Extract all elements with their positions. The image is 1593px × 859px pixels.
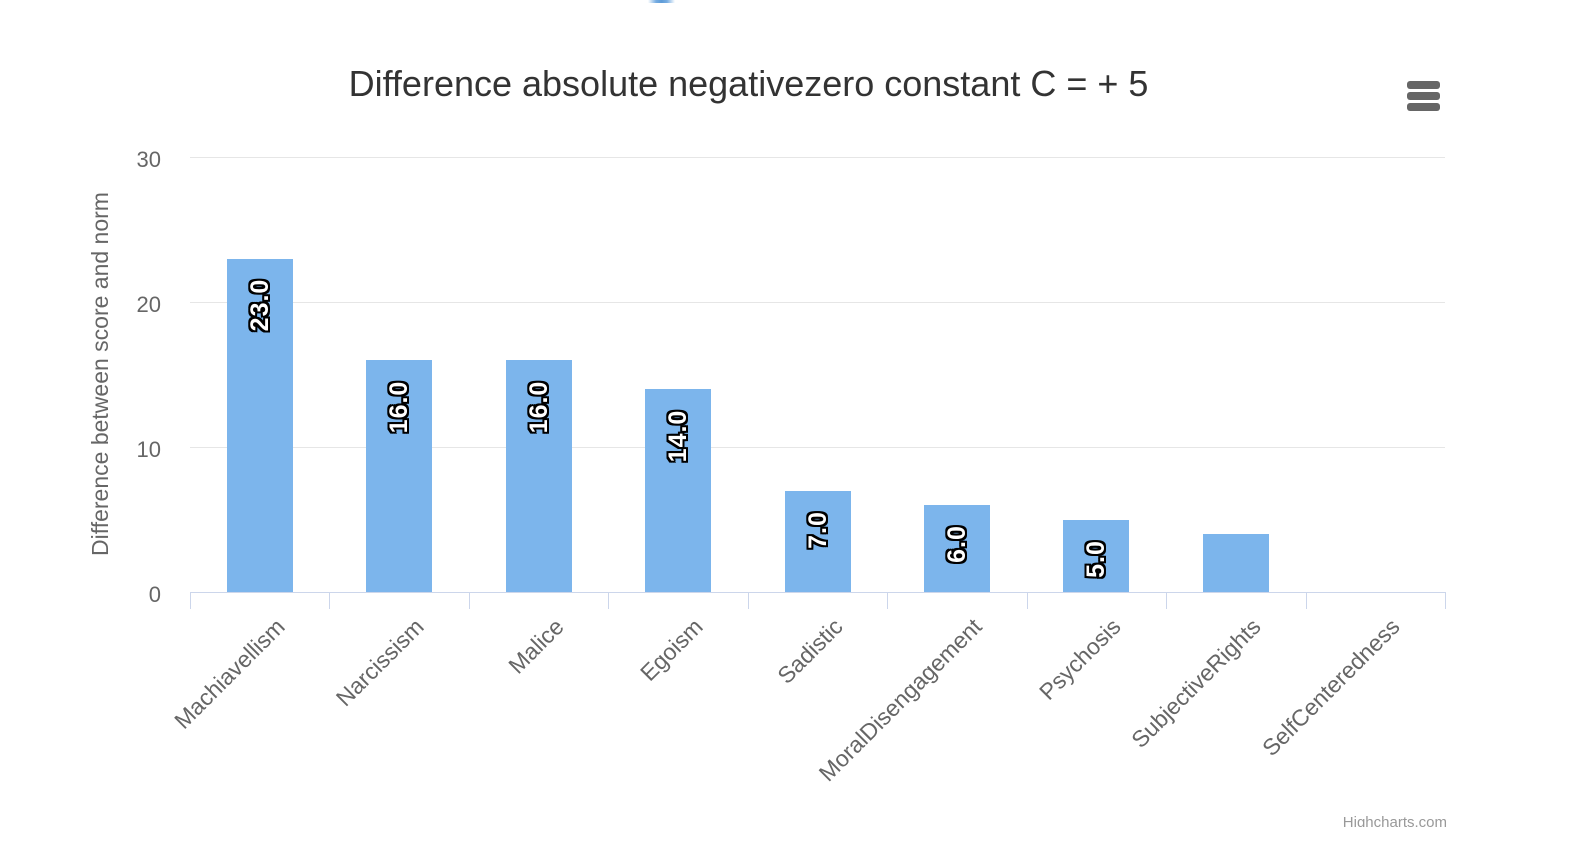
axis-tick xyxy=(608,593,610,609)
column-bar[interactable] xyxy=(226,258,293,592)
bar-data-label: 23.0 xyxy=(245,278,274,332)
grid-line xyxy=(190,156,1445,158)
axis-tick xyxy=(747,593,749,609)
axis-tick xyxy=(468,593,470,609)
highcharts-credit[interactable]: Highcharts.com xyxy=(1342,814,1447,827)
column-bar[interactable] xyxy=(366,360,433,592)
column-bar[interactable] xyxy=(784,490,851,592)
axis-tick xyxy=(1305,593,1307,609)
column-bar[interactable] xyxy=(1202,534,1269,592)
x-axis-label: Narcissism xyxy=(330,613,429,712)
column-bar[interactable] xyxy=(505,360,572,592)
grid-line xyxy=(190,446,1445,448)
grid-line xyxy=(190,301,1445,303)
bar-data-label: 16.0 xyxy=(524,380,553,433)
y-axis-label: 10 xyxy=(136,437,161,462)
column-bar[interactable] xyxy=(923,505,990,592)
x-axis-label: Egoism xyxy=(635,613,708,686)
x-axis-label: MoralDisengagement xyxy=(813,613,987,787)
bar-data-label: 7.0 xyxy=(803,510,832,549)
axis-tick xyxy=(1445,593,1446,609)
x-axis-label: Machiavellism xyxy=(168,613,290,734)
bar-data-label: 16.0 xyxy=(385,380,414,433)
x-axis-label: SubjectiveRights xyxy=(1125,613,1266,753)
hamburger-icon xyxy=(1407,103,1440,111)
top-edge-artifact xyxy=(648,0,675,3)
column-bar[interactable] xyxy=(1063,519,1130,592)
context-menu-button[interactable] xyxy=(1407,81,1440,111)
axis-tick xyxy=(1166,593,1168,609)
hamburger-icon xyxy=(1407,92,1440,100)
x-axis-label: Sadistic xyxy=(771,613,848,689)
bar-data-label: 5.0 xyxy=(1082,539,1111,578)
column-bar[interactable] xyxy=(645,389,712,592)
x-axis-label: Malice xyxy=(502,613,569,679)
axis-tick xyxy=(887,593,889,609)
y-axis-label: 20 xyxy=(136,292,161,317)
x-axis-label: Psychosis xyxy=(1034,613,1127,705)
y-axis-label: 0 xyxy=(148,582,161,607)
x-axis-label: SelfCenteredness xyxy=(1257,613,1405,761)
axis-tick xyxy=(329,593,331,609)
plot-area: 0 10 20 30 23.0 Machiavellism 16.0 Narcissism 16… xyxy=(136,147,1446,787)
y-axis-label: 30 xyxy=(136,147,161,172)
bar-data-label: 14.0 xyxy=(664,409,693,462)
bar-data-label: 6.0 xyxy=(942,525,971,563)
x-axis-line xyxy=(190,592,1446,593)
chart-drawing-area: Difference absolute negativezero constan… xyxy=(87,0,1447,827)
hamburger-icon xyxy=(1407,81,1440,89)
chart-title: Difference absolute negativezero constan… xyxy=(348,63,1149,104)
axis-tick xyxy=(190,593,191,609)
axis-tick xyxy=(1026,593,1028,609)
